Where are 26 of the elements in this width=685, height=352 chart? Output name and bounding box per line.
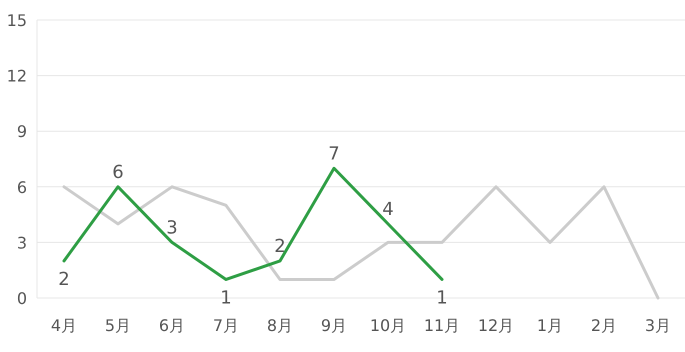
x-tick-label: 1月 <box>536 316 564 335</box>
data-label: 1 <box>220 287 232 308</box>
x-tick-label: 9月 <box>320 316 348 335</box>
data-label: 2 <box>274 236 286 257</box>
x-tick-label: 2月 <box>590 316 618 335</box>
x-tick-label: 12月 <box>478 316 514 335</box>
x-tick-label: 11月 <box>424 316 460 335</box>
data-label: 1 <box>436 287 448 308</box>
data-label: 2 <box>58 268 70 290</box>
y-tick-label: 15 <box>6 11 27 30</box>
y-tick-label: 3 <box>16 233 27 252</box>
y-tick-label: 0 <box>16 289 27 308</box>
x-tick-label: 5月 <box>104 316 132 335</box>
x-tick-label: 4月 <box>50 316 78 335</box>
data-label: 3 <box>166 217 178 238</box>
data-label: 7 <box>328 143 340 164</box>
data-label: 4 <box>382 198 394 220</box>
x-tick-label: 8月 <box>266 316 294 335</box>
x-tick-label: 3月 <box>644 316 672 335</box>
data-label: 6 <box>112 162 124 183</box>
x-tick-label: 10月 <box>370 316 406 335</box>
x-tick-label: 6月 <box>158 316 186 335</box>
y-tick-label: 12 <box>6 66 27 86</box>
y-tick-label: 6 <box>16 178 27 197</box>
x-tick-label: 7月 <box>212 316 240 335</box>
y-tick-label: 9 <box>16 122 27 142</box>
